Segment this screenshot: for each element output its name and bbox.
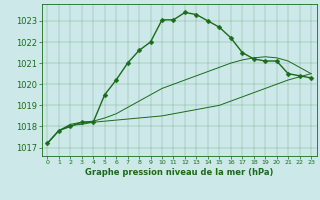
X-axis label: Graphe pression niveau de la mer (hPa): Graphe pression niveau de la mer (hPa) (85, 168, 273, 177)
